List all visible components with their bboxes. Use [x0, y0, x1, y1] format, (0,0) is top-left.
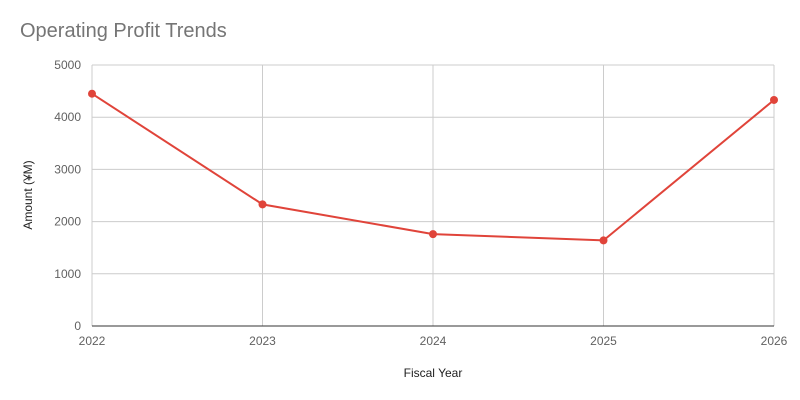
x-tick-label: 2026: [761, 334, 788, 348]
y-tick-label: 1000: [54, 267, 81, 281]
axes: 0 1000 2000 3000 4000 5000 2022 2023 2024 2025 202…: [54, 58, 787, 348]
y-axis-title: Amount (¥M): [21, 160, 35, 229]
data-point: [258, 200, 267, 209]
y-tick-label: 4000: [54, 110, 81, 124]
x-axis-title: Fiscal Year: [404, 366, 463, 380]
y-tick-label: 0: [74, 319, 81, 333]
x-tick-label: 2025: [590, 334, 617, 348]
x-tick-label: 2024: [420, 334, 447, 348]
y-tick-label: 3000: [54, 162, 81, 176]
series-layer: [88, 89, 778, 245]
data-point: [88, 89, 96, 98]
x-tick-label: 2023: [249, 334, 276, 348]
data-point: [429, 230, 437, 239]
data-point: [599, 236, 608, 245]
grid: [91, 64, 775, 326]
y-tick-label: 2000: [54, 215, 81, 229]
y-tick-label: 5000: [54, 58, 81, 72]
data-point: [770, 95, 778, 104]
chart-title: Operating Profit Trends: [20, 20, 227, 42]
x-tick-label: 2022: [79, 334, 106, 348]
